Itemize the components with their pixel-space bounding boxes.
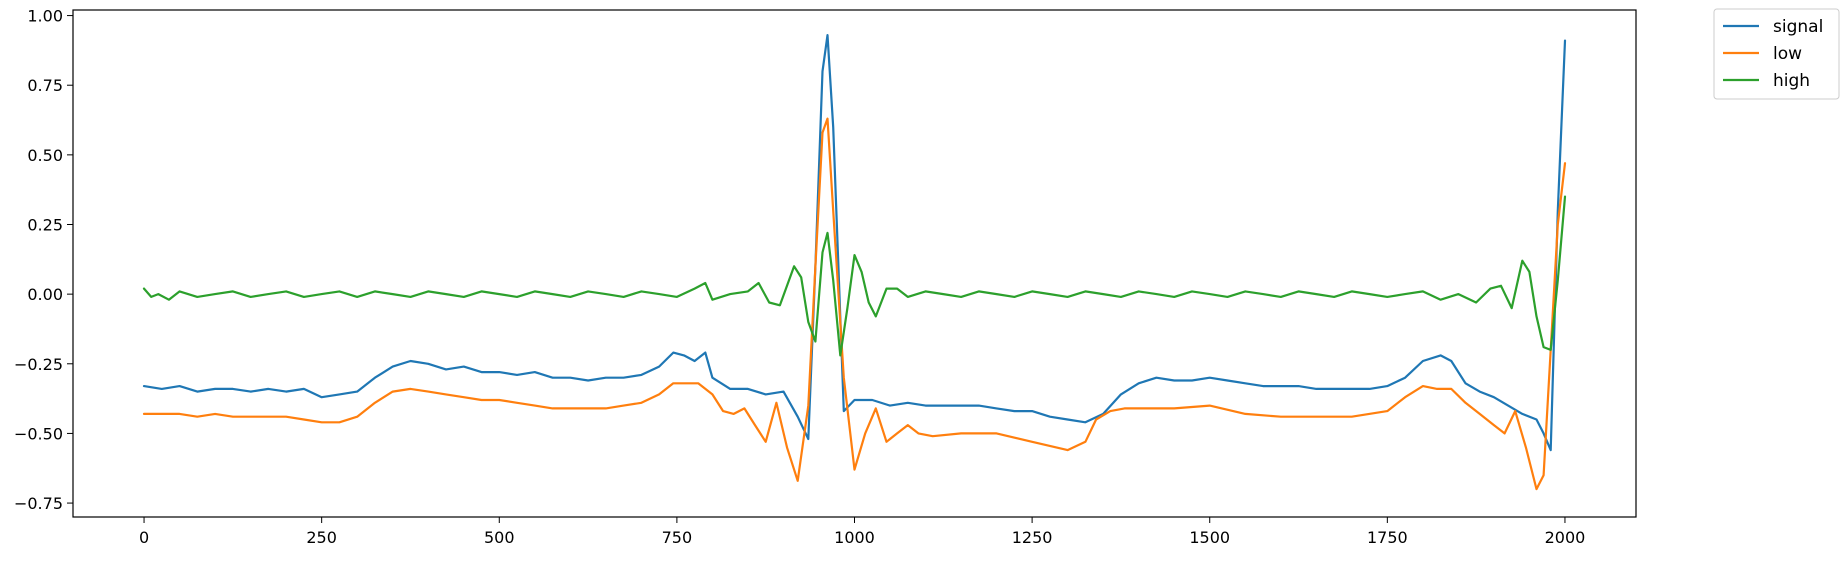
legend-entry-low: low bbox=[1723, 44, 1802, 64]
x-tick-label: 2000 bbox=[1545, 528, 1586, 547]
x-tick-label: 1500 bbox=[1189, 528, 1230, 547]
x-tick-label: 1000 bbox=[834, 528, 875, 547]
y-axis: −0.75 −0.50 −0.25 0.00 0.25 0.50 0.75 1.00 bbox=[14, 7, 73, 513]
plot-area bbox=[72, 9, 1637, 518]
y-tick-label: 1.00 bbox=[27, 7, 63, 26]
y-tick-label: −0.50 bbox=[14, 424, 63, 443]
y-tick-label: 0.50 bbox=[27, 146, 63, 165]
legend: signal low high bbox=[1713, 8, 1840, 100]
legend-entry-high: high bbox=[1723, 71, 1810, 91]
y-tick-label: 0.00 bbox=[27, 285, 63, 304]
y-tick-label: −0.75 bbox=[14, 494, 63, 513]
x-axis: 0 250 500 750 1000 1250 1500 1750 2000 bbox=[139, 517, 1585, 547]
series-line-signal bbox=[142, 34, 1567, 452]
series-line-high bbox=[142, 195, 1567, 357]
x-tick-label: 250 bbox=[306, 528, 337, 547]
y-tick-label: 0.75 bbox=[27, 76, 63, 95]
x-tick-label: 1250 bbox=[1012, 528, 1053, 547]
series-line-low bbox=[142, 117, 1567, 491]
legend-label-signal: signal bbox=[1773, 17, 1823, 37]
legend-label-low: low bbox=[1773, 44, 1802, 64]
legend-entry-signal: signal bbox=[1723, 17, 1823, 37]
y-tick-label: −0.25 bbox=[14, 355, 63, 374]
legend-label-high: high bbox=[1773, 71, 1810, 91]
series-layer bbox=[142, 34, 1567, 491]
x-tick-label: 750 bbox=[662, 528, 693, 547]
x-tick-label: 1750 bbox=[1367, 528, 1408, 547]
legend-frame bbox=[1713, 8, 1840, 100]
x-tick-label: 0 bbox=[139, 528, 149, 547]
x-tick-label: 500 bbox=[484, 528, 515, 547]
y-tick-label: 0.25 bbox=[27, 216, 63, 235]
